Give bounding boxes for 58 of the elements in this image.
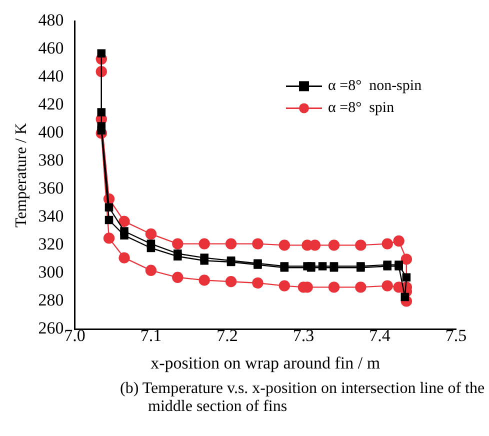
x-tick-label: 7.5 [445, 326, 467, 345]
point [145, 228, 157, 240]
point [252, 238, 264, 250]
x-tick-label: 7.3 [292, 326, 314, 345]
y-axis-title: Temperature / K [12, 122, 30, 228]
y-tick-label: 440 [38, 66, 64, 86]
y-tick-label: 320 [38, 234, 64, 254]
y-tick-label: 280 [38, 290, 64, 310]
x-tick-label: 7.4 [369, 326, 391, 345]
point [120, 231, 128, 240]
point [393, 235, 404, 247]
point [174, 252, 182, 261]
point [198, 274, 210, 286]
point [172, 238, 184, 250]
point [278, 280, 290, 292]
point [146, 244, 156, 252]
legend-label: α =8° spin [328, 100, 395, 116]
point [328, 240, 340, 251]
point [97, 108, 106, 116]
point [97, 126, 106, 135]
point [225, 276, 237, 288]
point [103, 232, 115, 244]
y-tick-label: 480 [38, 10, 64, 30]
point [118, 252, 130, 264]
legend-label: α =8° non-spin [328, 78, 422, 94]
text: (b) Temperature v.s. x-position on intersection line of the middle section of fins [119, 380, 486, 416]
point [400, 292, 410, 302]
point [225, 238, 237, 250]
point [318, 262, 327, 270]
point [104, 203, 114, 212]
point [145, 264, 157, 276]
point [252, 277, 264, 289]
y-tick-label: 260 [38, 318, 64, 338]
point [97, 49, 106, 58]
point [400, 254, 412, 265]
point [382, 238, 393, 250]
point [355, 240, 366, 251]
point [328, 282, 340, 293]
x-axis-title: x-position on wrap around fin / m [150, 353, 380, 372]
y-tick-label: 400 [38, 122, 64, 142]
point [382, 280, 393, 292]
y-tick-label: 380 [38, 150, 64, 170]
y-tick-label: 460 [38, 38, 64, 58]
point [198, 238, 210, 250]
point [104, 216, 114, 224]
point [355, 282, 366, 293]
x-tick-label: 7.2 [216, 326, 238, 345]
point [172, 272, 184, 283]
point [278, 240, 290, 251]
point [402, 273, 411, 282]
point [118, 216, 130, 227]
x-tick-label: 7.0 [64, 326, 86, 345]
y-tick-label: 300 [38, 262, 64, 282]
y-tick-label: 360 [38, 178, 64, 198]
x-tick-label: 7.1 [140, 326, 162, 345]
y-tick-label: 340 [38, 206, 64, 226]
point [200, 256, 208, 265]
y-tick-label: 420 [38, 94, 64, 114]
